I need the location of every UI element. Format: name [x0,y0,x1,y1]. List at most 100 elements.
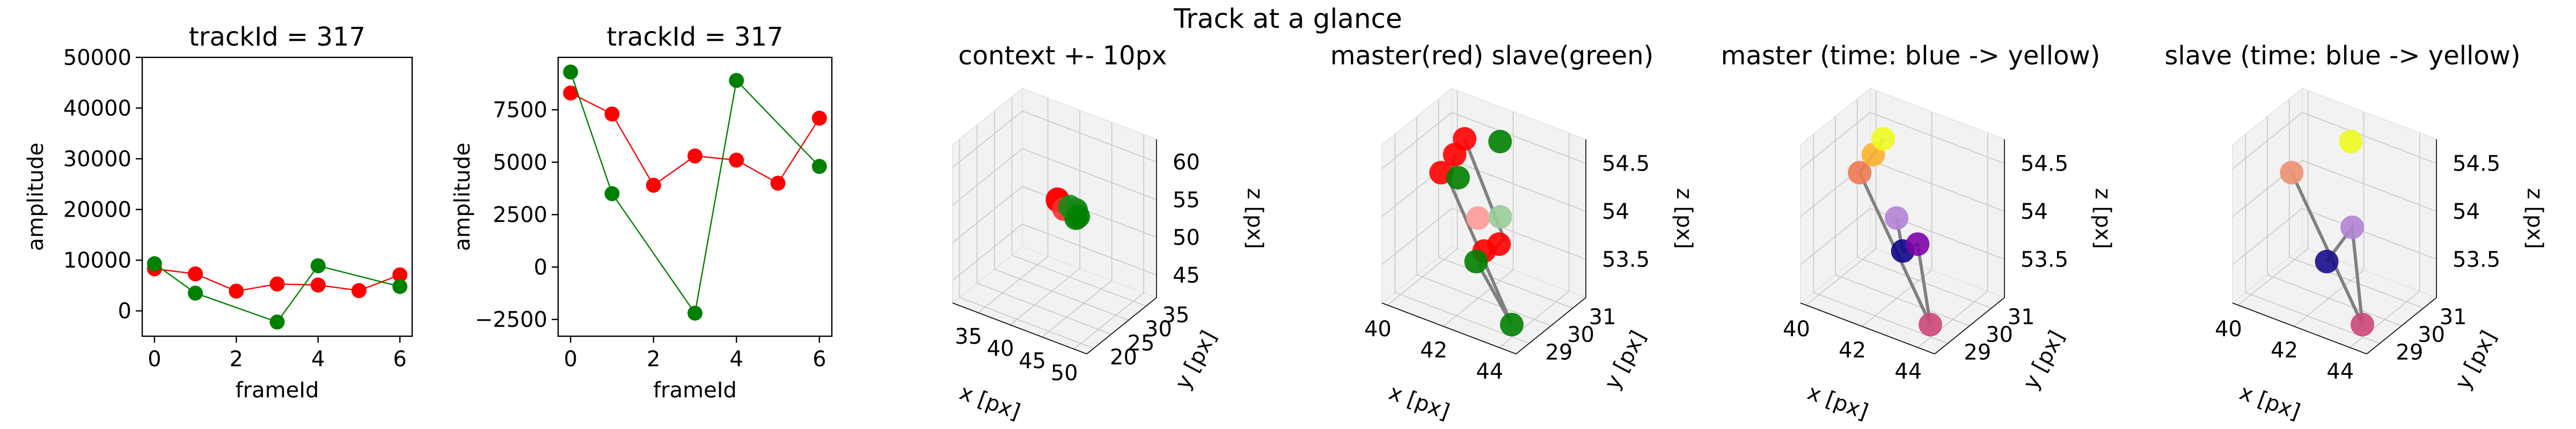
x-tick-label: 50 [1051,361,1078,386]
y-tick-label: 10000 [63,248,131,273]
plot-frame [557,56,833,337]
y-axis-line [1934,297,2005,354]
y-tick-label: 0 [118,299,131,324]
y-axis-label: amplitude [450,143,475,251]
data-point [1488,205,1512,229]
data-point [392,267,408,283]
data-point [1906,232,1930,256]
x-axis-label: frameId [653,378,737,403]
z-tick-label: 55 [1173,188,1200,212]
y-tick-label: 29 [2396,340,2423,365]
x-tick-label: 2 [647,347,660,372]
grid-line-y [1813,134,1948,344]
y-tick-label: 30 [1986,323,2013,347]
x-axis-line [952,302,1087,354]
z-tick-label: 45 [1173,263,1200,288]
z-axis-label: z [px] [2522,188,2547,249]
y-tick-label: 29 [1545,340,1572,365]
z-tick-label: 53.5 [1602,247,1650,272]
x-tick-label: 42 [2271,338,2298,363]
y-tick-label: 5000 [493,150,547,175]
grid-line-z [952,186,1157,243]
y-tick-label: 40000 [63,97,131,121]
z-tick-label: 54.5 [1602,152,1650,176]
x-tick-label: 40 [987,337,1014,361]
data-point [310,258,326,273]
data-point [392,279,408,294]
data-point [770,175,786,191]
x-tick-label: 4 [730,347,743,372]
x-axis-line [1800,302,1935,354]
x-tick-label: 6 [393,347,406,372]
grid-line-x [978,98,1049,313]
z-tick-label: 54 [2453,199,2480,224]
grid-line-z [952,223,1157,281]
data-point [2315,249,2339,273]
data-point [188,266,203,282]
x-tick-label: 2 [230,347,243,372]
grid-line-x [1073,134,1144,350]
data-point [351,283,367,298]
y-tick-label: 31 [2440,305,2467,330]
data-point [269,276,285,292]
grid-line-y [959,139,1094,349]
grid-line-y [2245,134,2380,344]
data-point [811,110,827,126]
grid-line-z [1381,112,1586,169]
data-point [563,64,579,80]
grid-line-y [1011,97,1146,307]
y-tick-label: 2500 [493,203,547,227]
x-tick-label: 44 [2326,359,2354,384]
grid-line-y [2288,99,2424,309]
chart-title: trackId = 317 [606,22,783,52]
y-tick-label: 0 [534,255,547,280]
y-tick-label: 50000 [63,46,131,70]
data-point [147,256,162,271]
grid-line-x [1443,112,1514,327]
y-tick-label: 31 [1589,305,1616,330]
z-tick-label: 50 [1173,226,1200,250]
chart-title: master(red) slave(green) [1330,41,1653,71]
y-tick-label: −2500 [475,308,547,332]
plot-frame [141,56,413,337]
data-point [563,85,579,101]
grid-line-z [1381,208,1586,265]
x-tick-label: 6 [813,347,826,372]
chart-panel-3d-master-time: master (time: blue -> yellow) 40 42 44 29303… [1721,41,2115,425]
y-tick-label: 31 [2008,305,2035,330]
grid-line-z [2232,160,2437,217]
y-tick-label: 25 [1128,331,1155,356]
y-axis-label: amplitude [24,143,48,251]
x-tick-label: 40 [2215,317,2242,342]
grid-line-x [1862,112,1933,327]
z-tick-label: 54 [2021,199,2048,224]
x-tick-label: 44 [1894,359,1922,384]
data-point [2339,129,2363,153]
grid-line-y [1835,116,1970,327]
x-tick-label: 42 [1839,338,1866,363]
z-tick-label: 54.5 [2453,152,2500,176]
grid-line-y [2267,116,2402,327]
z-tick-label: 54 [1602,199,1629,224]
x-tick-label: 35 [955,324,982,349]
z-axis-label: z [px] [1672,188,1696,249]
data-point [1487,232,1511,256]
chart-title: master (time: blue -> yellow) [1721,41,2101,71]
data-point [2280,160,2304,184]
z-tick-label: 53.5 [2453,247,2500,272]
data-point [1885,206,1909,230]
y-tick-label: 20000 [63,198,131,223]
y-axis-line [1086,297,1157,354]
data-point [1466,206,1490,230]
x-tick-label: 0 [148,347,161,372]
y-tick-label: 7500 [493,98,547,123]
z-tick-label: 60 [1173,150,1200,175]
data-point [1443,143,1467,167]
x-tick-label: 45 [1019,349,1046,373]
data-point [646,177,661,193]
chart-title: trackId = 317 [189,22,365,52]
z-tick-label: 54.5 [2021,152,2068,176]
